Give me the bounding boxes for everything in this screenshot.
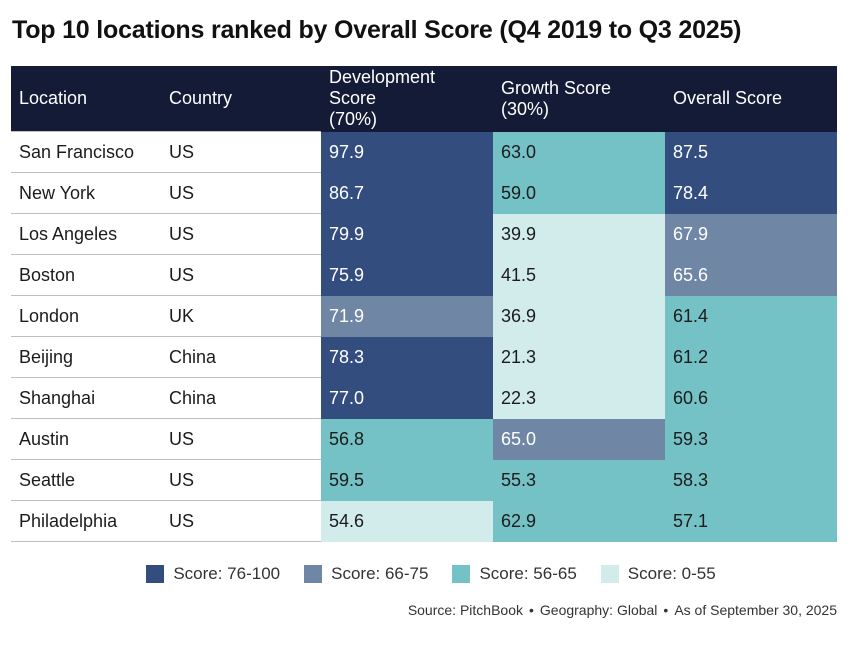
cell-overall-score: 60.6 — [665, 377, 837, 419]
cell-overall-score: 59.3 — [665, 418, 837, 460]
legend-swatch — [146, 565, 165, 583]
cell-location: Los Angeles — [11, 213, 161, 255]
cell-development-score: 86.7 — [321, 172, 493, 214]
table-row: Beijing China 78.3 21.3 61.2 — [11, 336, 837, 378]
legend-item: Score: 56-65 — [452, 564, 577, 584]
cell-location: Seattle — [11, 459, 161, 501]
cell-location: Boston — [11, 254, 161, 296]
cell-overall-score: 87.5 — [665, 131, 837, 173]
cell-overall-score: 57.1 — [665, 500, 837, 542]
cell-growth-score: 22.3 — [493, 377, 665, 419]
cell-overall-score: 78.4 — [665, 172, 837, 214]
cell-location: London — [11, 295, 161, 337]
header-overall-score: Overall Score — [665, 66, 837, 132]
cell-development-score: 71.9 — [321, 295, 493, 337]
cell-development-score: 77.0 — [321, 377, 493, 419]
header-country: Country — [161, 66, 321, 132]
legend-label: Score: 56-65 — [479, 564, 577, 583]
table-row: Los Angeles US 79.9 39.9 67.9 — [11, 213, 837, 255]
table-row: Seattle US 59.5 55.3 58.3 — [11, 459, 837, 501]
table-row: Philadelphia US 54.6 62.9 57.1 — [11, 500, 837, 542]
legend-swatch — [452, 565, 471, 583]
cell-development-score: 56.8 — [321, 418, 493, 460]
legend-label: Score: 66-75 — [331, 564, 429, 583]
table-body: San Francisco US 97.9 63.0 87.5 New York US 86.… — [11, 131, 837, 542]
cell-location: Austin — [11, 418, 161, 460]
geography-label: Geography: Global — [539, 602, 658, 618]
source-note: Source: PitchBook • Geography: Global • As o… — [408, 602, 837, 618]
header-growth-score: Growth Score (30%) — [493, 66, 665, 132]
chart-title: Top 10 locations ranked by Overall Score… — [12, 16, 742, 44]
scores-table: Location Country Development Score (70%) … — [11, 66, 837, 542]
cell-location: Philadelphia — [11, 500, 161, 542]
cell-growth-score: 63.0 — [493, 131, 665, 173]
source-label: Source: PitchBook — [407, 602, 523, 618]
cell-development-score: 78.3 — [321, 336, 493, 378]
cell-country: US — [161, 500, 321, 542]
cell-location: San Francisco — [11, 131, 161, 173]
cell-country: China — [161, 336, 321, 378]
cell-country: US — [161, 172, 321, 214]
cell-overall-score: 67.9 — [665, 213, 837, 255]
cell-country: US — [161, 459, 321, 501]
legend: Score: 76-100 Score: 66-75 Score: 56-65 Sco… — [0, 564, 862, 584]
legend-swatch — [600, 565, 619, 583]
table-header-row: Location Country Development Score (70%) … — [11, 66, 837, 132]
table-row: Boston US 75.9 41.5 65.6 — [11, 254, 837, 296]
header-location: Location — [11, 66, 161, 132]
legend-item: Score: 66-75 — [304, 564, 428, 584]
cell-growth-score: 65.0 — [493, 418, 665, 460]
separator-dot: • — [663, 602, 669, 618]
cell-country: US — [161, 213, 321, 255]
cell-development-score: 75.9 — [321, 254, 493, 296]
cell-location: New York — [11, 172, 161, 214]
legend-label: Score: 0-55 — [627, 564, 716, 583]
cell-growth-score: 36.9 — [493, 295, 665, 337]
cell-development-score: 59.5 — [321, 459, 493, 501]
separator-dot: • — [528, 602, 534, 618]
cell-country: US — [161, 254, 321, 296]
cell-growth-score: 59.0 — [493, 172, 665, 214]
cell-country: UK — [161, 295, 321, 337]
cell-country: China — [161, 377, 321, 419]
cell-growth-score: 62.9 — [493, 500, 665, 542]
cell-growth-score: 21.3 — [493, 336, 665, 378]
cell-location: Shanghai — [11, 377, 161, 419]
cell-country: US — [161, 131, 321, 173]
table-row: San Francisco US 97.9 63.0 87.5 — [11, 131, 837, 173]
table-row: London UK 71.9 36.9 61.4 — [11, 295, 837, 337]
date-label: As of September 30, 2025 — [674, 602, 837, 618]
legend-label: Score: 76-100 — [173, 564, 281, 583]
cell-country: US — [161, 418, 321, 460]
cell-overall-score: 61.2 — [665, 336, 837, 378]
table-row: New York US 86.7 59.0 78.4 — [11, 172, 837, 214]
cell-growth-score: 39.9 — [493, 213, 665, 255]
table-row: Austin US 56.8 65.0 59.3 — [11, 418, 837, 460]
legend-item: Score: 76-100 — [146, 564, 280, 584]
cell-growth-score: 55.3 — [493, 459, 665, 501]
cell-overall-score: 61.4 — [665, 295, 837, 337]
cell-development-score: 54.6 — [321, 500, 493, 542]
cell-location: Beijing — [11, 336, 161, 378]
cell-development-score: 79.9 — [321, 213, 493, 255]
cell-overall-score: 58.3 — [665, 459, 837, 501]
legend-swatch — [304, 565, 323, 583]
cell-growth-score: 41.5 — [493, 254, 665, 296]
header-development-score: Development Score (70%) — [321, 66, 493, 132]
cell-overall-score: 65.6 — [665, 254, 837, 296]
cell-development-score: 97.9 — [321, 131, 493, 173]
legend-item: Score: 0-55 — [600, 564, 716, 584]
table-row: Shanghai China 77.0 22.3 60.6 — [11, 377, 837, 419]
